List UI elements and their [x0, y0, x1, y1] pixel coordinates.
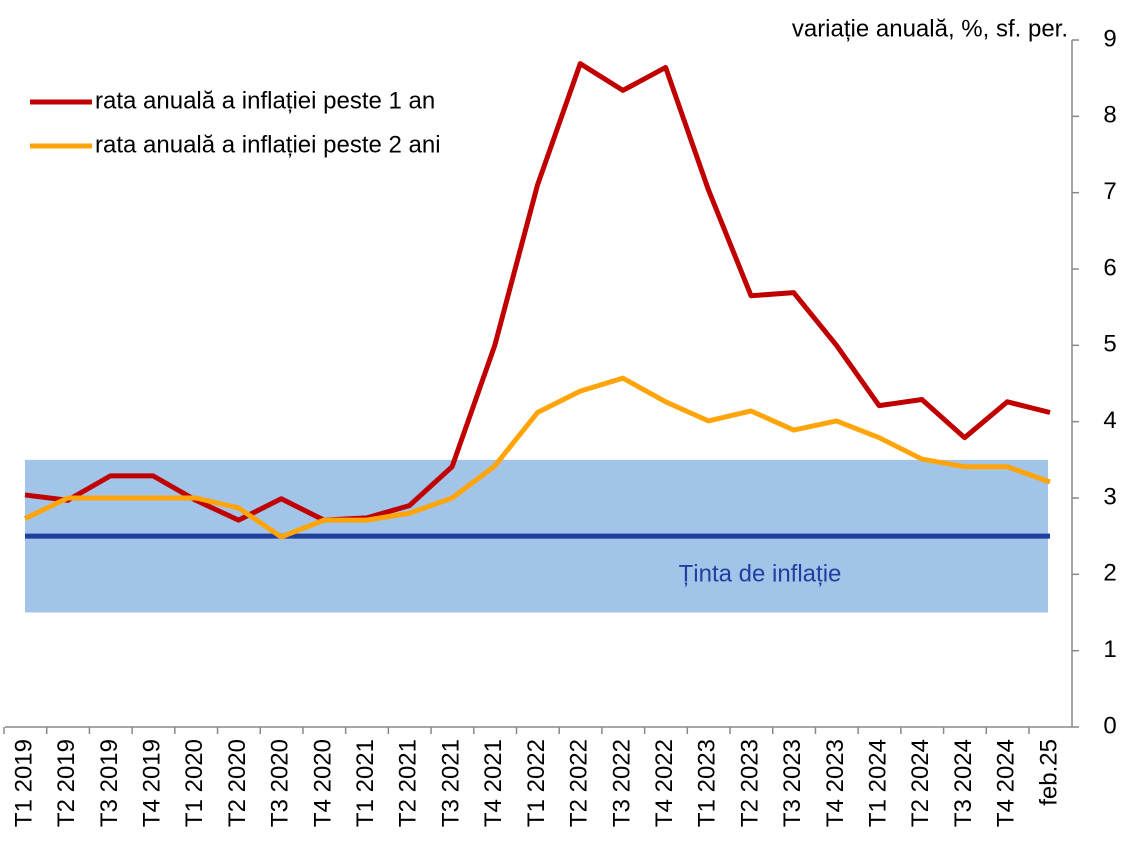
x-tick-label: T3 2022: [608, 739, 635, 827]
x-tick-label: T3 2019: [96, 739, 123, 827]
y-tick-label: 6: [1103, 254, 1116, 281]
x-tick-label: T4 2022: [651, 739, 678, 827]
y-tick-label: 4: [1103, 407, 1116, 434]
y-tick-label: 9: [1103, 25, 1116, 52]
x-tick-label: T3 2023: [779, 739, 806, 827]
legend-label: rata anuală a inflației peste 1 an: [95, 87, 435, 114]
x-tick-label: feb.25: [1035, 739, 1062, 806]
x-tick-label: T4 2024: [993, 739, 1020, 827]
annotation: Ținta de inflație: [679, 560, 842, 587]
y-tick-label: 1: [1103, 636, 1116, 663]
x-tick-label: T2 2021: [395, 739, 422, 827]
y-tick-label: 7: [1103, 178, 1116, 205]
x-tick-label: T3 2024: [950, 739, 977, 827]
y-tick-label: 8: [1103, 102, 1116, 129]
x-tick-label: T2 2023: [736, 739, 763, 827]
x-tick-label: T3 2021: [437, 739, 464, 827]
y-tick-label: 5: [1103, 331, 1116, 358]
x-tick-label: T1 2024: [865, 739, 892, 827]
x-tick-label: T2 2020: [224, 739, 251, 827]
x-tick-label: T2 2019: [53, 739, 80, 827]
x-tick-label: T1 2021: [352, 739, 379, 827]
x-tick-label: T4 2019: [138, 739, 165, 827]
x-tick-label: T1 2019: [10, 739, 37, 827]
series-line: [23, 375, 1051, 540]
legend-label: rata anuală a inflației peste 2 ani: [95, 131, 441, 158]
y-tick-label: 3: [1103, 483, 1116, 510]
x-tick-label: T3 2020: [267, 739, 294, 827]
x-tick-label: T4 2020: [309, 739, 336, 827]
x-tick-label: T1 2022: [523, 739, 550, 827]
x-tick-label: T2 2024: [907, 739, 934, 827]
x-tick-label: T2 2022: [566, 739, 593, 827]
x-tick-label: T1 2023: [694, 739, 721, 827]
x-tick-label: T4 2023: [822, 739, 849, 827]
x-tick-label: T1 2020: [181, 739, 208, 827]
axis-label: variație anuală, %, sf. per.: [792, 15, 1068, 42]
y-tick-label: 0: [1103, 712, 1116, 739]
x-tick-label: T4 2021: [480, 739, 507, 827]
y-tick-label: 2: [1103, 560, 1116, 587]
